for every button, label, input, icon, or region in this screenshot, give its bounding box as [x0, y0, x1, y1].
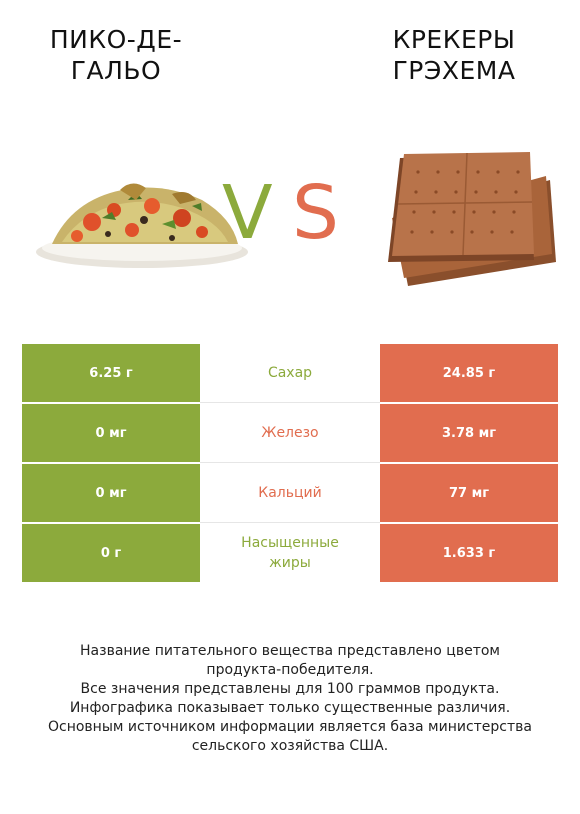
- comparison-table: 6.25 г Сахар 24.85 г 0 мг Железо 3.78 мг…: [22, 344, 558, 584]
- right-value: 3.78 мг: [380, 404, 558, 462]
- right-value: 24.85 г: [380, 344, 558, 402]
- table-row: 0 мг Железо 3.78 мг: [22, 404, 558, 464]
- table-row: 6.25 г Сахар 24.85 г: [22, 344, 558, 404]
- vs-v: V: [222, 170, 273, 256]
- footer-line: Все значения представлены для 100 граммо…: [80, 681, 500, 697]
- title-left-line2: ГАЛЬО: [70, 56, 162, 85]
- title-left-line1: ПИКО-ДЕ-: [49, 25, 183, 54]
- left-value: 0 мг: [22, 464, 200, 522]
- nutrient-label: Сахар: [267, 365, 313, 381]
- footer-line: Основным источником информации является …: [48, 719, 532, 735]
- vs-s: S: [292, 170, 339, 256]
- title-right-line2: ГРЭХЕМА: [392, 56, 516, 85]
- pico-de-gallo-image: [36, 183, 248, 268]
- footer-notes: Название питательного вещества представл…: [0, 642, 580, 756]
- nutrient-label-line2: жиры: [269, 555, 311, 571]
- graham-crackers-image: [388, 152, 556, 286]
- footer-line: Инфографика показывает только существенн…: [69, 700, 511, 716]
- nutrient-label: Железо: [261, 425, 319, 441]
- nutrient-label: Кальций: [258, 485, 322, 501]
- left-value: 0 г: [22, 524, 200, 582]
- nutrient-name: Насыщенные жиры: [200, 524, 380, 582]
- nutrient-name: Железо: [200, 404, 380, 463]
- table-row: 0 г Насыщенные жиры 1.633 г: [22, 524, 558, 584]
- footer-line: Название питательного вещества представл…: [80, 643, 500, 659]
- right-value: 77 мг: [380, 464, 558, 522]
- title-right-line1: КРЕКЕРЫ: [392, 25, 516, 54]
- title-right: КРЕКЕРЫ ГРЭХЕМА: [354, 24, 554, 86]
- footer-line: продукта-победителя.: [206, 662, 374, 678]
- right-value: 1.633 г: [380, 524, 558, 582]
- nutrient-name: Сахар: [200, 344, 380, 403]
- title-left: ПИКО-ДЕ- ГАЛЬО: [16, 24, 216, 86]
- table-row: 0 мг Кальций 77 мг: [22, 464, 558, 524]
- nutrient-name: Кальций: [200, 464, 380, 523]
- left-value: 0 мг: [22, 404, 200, 462]
- left-value: 6.25 г: [22, 344, 200, 402]
- nutrient-label: Насыщенные: [241, 535, 339, 551]
- footer-line: сельского хозяйства США.: [191, 738, 389, 754]
